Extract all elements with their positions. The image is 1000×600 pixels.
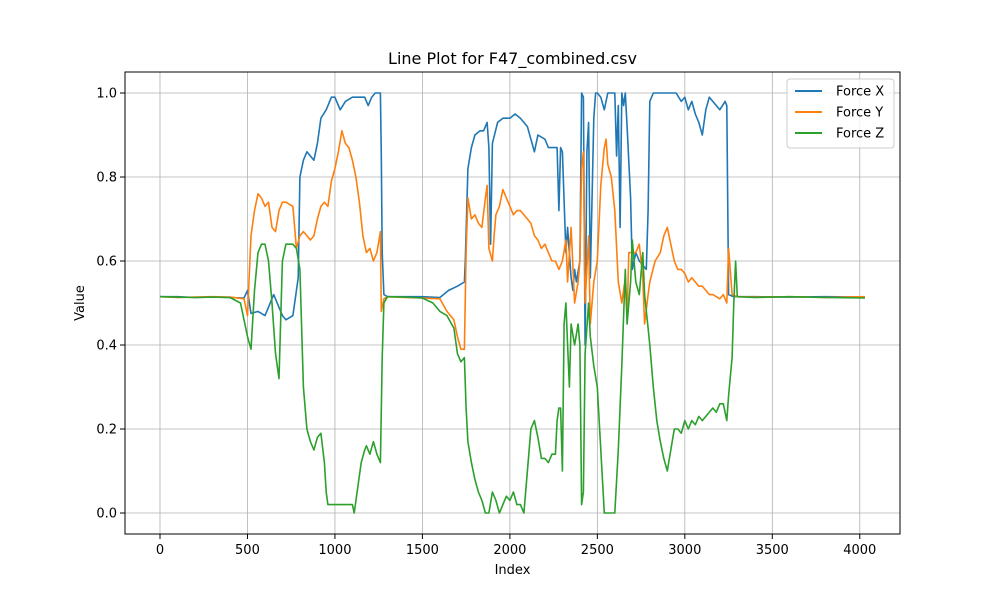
y-tick-label: 0.2	[96, 423, 117, 438]
plot-frame	[124, 71, 901, 535]
x-tick-label: 2000	[493, 543, 526, 558]
grid	[125, 72, 900, 534]
legend-label-force-z: Force Z	[836, 127, 884, 142]
x-tick-label: 1000	[318, 543, 351, 558]
series-line-force-x	[160, 92, 866, 346]
x-tick-label: 0	[156, 543, 164, 558]
x-tick-label: 3000	[668, 543, 701, 558]
y-tick-label: 1.0	[96, 87, 117, 102]
series-line-force-y	[159, 130, 866, 351]
y-tick-label: 0.0	[96, 507, 117, 522]
series-lines	[159, 92, 866, 514]
x-axis-label: Index	[495, 563, 531, 578]
x-tick-label: 3500	[756, 543, 789, 558]
chart-title: Line Plot for F47_combined.csv	[388, 49, 637, 69]
series-line-force-z	[159, 239, 866, 514]
y-tick-label: 0.4	[96, 339, 117, 354]
ticks: 0 500 1000 1500 2000 2500 3000 3500 4000 0.0 0.2 0.…	[96, 87, 876, 559]
legend-label-force-x: Force X	[836, 85, 884, 100]
x-tick-label: 500	[235, 543, 260, 558]
y-tick-label: 0.8	[96, 171, 117, 186]
legend: Force X Force Y Force Z	[786, 78, 895, 149]
y-tick-label: 0.6	[96, 255, 117, 270]
legend-box	[786, 78, 895, 149]
y-axis-label: Value	[73, 285, 88, 321]
x-tick-label: 4000	[843, 543, 876, 558]
x-tick-label: 1500	[406, 543, 439, 558]
x-tick-label: 2500	[581, 543, 614, 558]
legend-label-force-y: Force Y	[836, 106, 883, 121]
